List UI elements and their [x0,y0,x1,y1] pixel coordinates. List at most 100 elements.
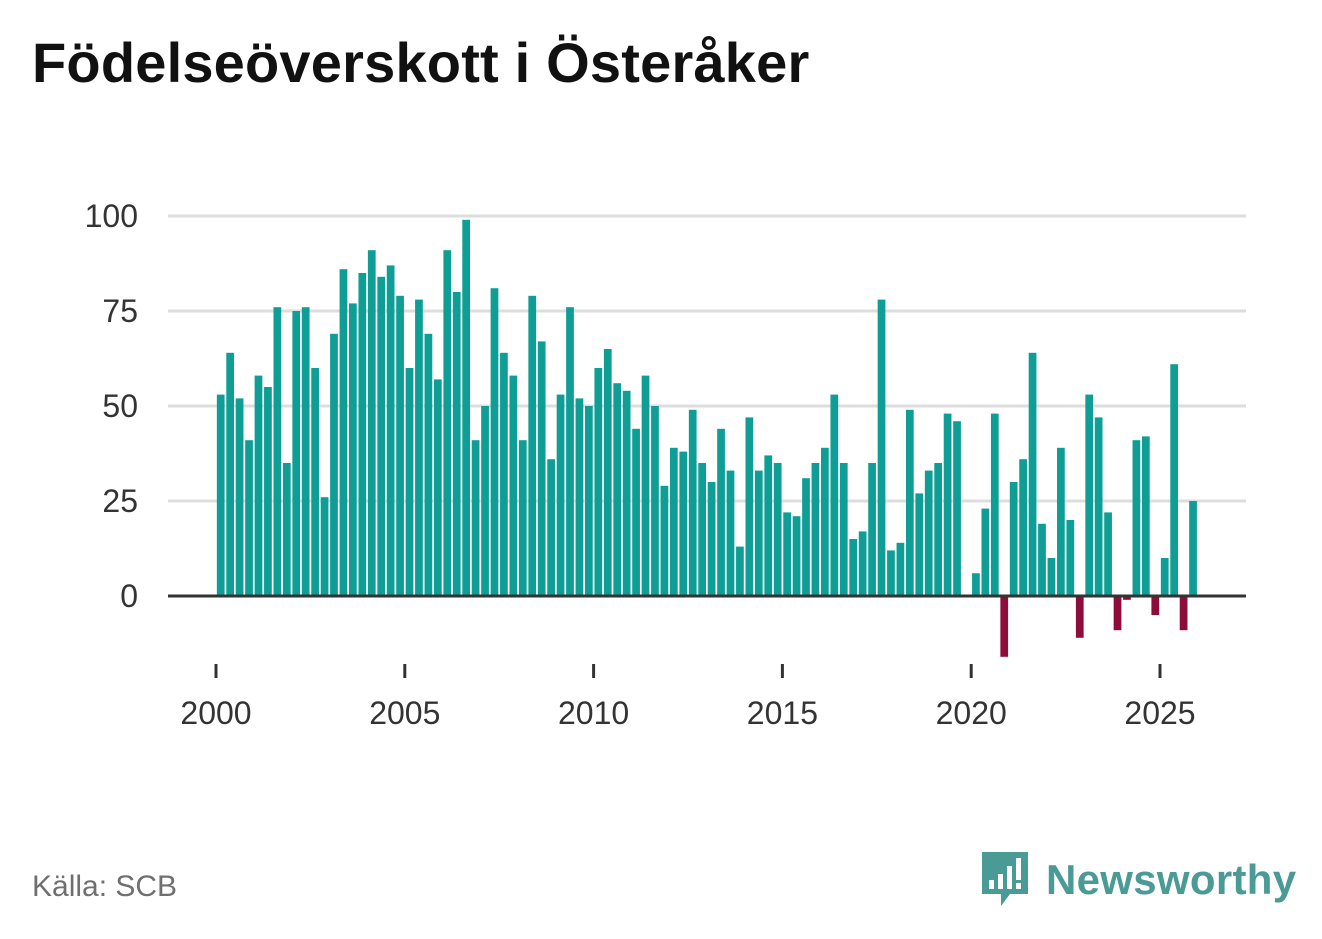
bar [943,413,952,596]
axes: 0 25 50 75 100 2000 2005 2010 2015 2020 2025 [85,198,1246,731]
brand-logo[interactable]: Newsworthy [980,850,1296,910]
bar [1160,558,1169,596]
bar [990,413,999,596]
x-tick-label: 2020 [936,695,1007,731]
bar [1075,596,1084,638]
bar [377,276,386,596]
bar [528,295,537,596]
bar [792,516,801,596]
bar [1038,523,1046,596]
y-tick-label: 0 [120,578,138,614]
bar [490,288,499,596]
bar [887,550,895,596]
bar [1057,447,1065,596]
bar [764,455,773,596]
bar [830,394,839,596]
x-tick-label: 2005 [369,695,440,731]
bar [433,379,442,596]
bar [688,409,697,596]
bar [264,387,272,596]
bar [953,421,961,596]
bar [537,341,546,596]
newsworthy-bar-chart-icon [982,852,1028,906]
bar [858,531,867,596]
bar [282,463,291,596]
bar [651,406,659,596]
bar [585,406,593,596]
bar [868,463,876,596]
bar [745,417,754,596]
bar [367,250,376,596]
bar [575,398,584,596]
bar [660,485,669,596]
gridlines [168,214,1246,503]
source-label: Källa: SCB [32,870,178,903]
bar [1104,512,1112,596]
bar [245,440,253,596]
bar [924,470,933,596]
bar [1151,596,1160,615]
y-tick-label: 50 [102,388,138,424]
bar [1066,520,1075,596]
bar [905,409,914,596]
bar [972,573,980,596]
bar [216,394,225,596]
bar [273,307,282,596]
bar-chart: 0 25 50 75 100 2000 2005 2010 2015 2020 2025 [85,198,1246,731]
bar [226,352,235,596]
bar [481,406,489,596]
bar [471,440,480,596]
bar [603,349,612,596]
bar [632,428,640,596]
bar [736,546,744,596]
bar [622,390,631,596]
bar [698,463,707,596]
bar [717,428,725,596]
bar [320,497,329,596]
bar [1179,596,1188,631]
bar [518,440,527,596]
bar [1000,596,1009,657]
chart-title: Födelseöverskott i Österåker [32,31,810,94]
bar [405,368,414,596]
bar [1028,352,1037,596]
x-tick-label: 2010 [558,695,629,731]
bar [452,292,461,596]
bar [594,368,603,596]
bar [1123,596,1131,600]
bar [1113,596,1122,631]
x-tick-label: 2000 [180,695,251,731]
bar [726,470,735,596]
bar [292,311,301,596]
bar [641,375,650,596]
bar [339,269,348,596]
bar [613,383,622,596]
bar [330,333,338,596]
bars [216,219,1197,657]
bar [849,539,858,596]
bar [396,295,404,596]
bar [556,394,565,596]
bar [1019,459,1027,596]
brand-name: Newsworthy [1046,856,1297,903]
bar [1189,501,1197,596]
bar [415,299,423,596]
x-tick-label: 2015 [747,695,818,731]
bar [1085,394,1094,596]
bar [821,447,829,596]
bar [443,250,452,596]
y-tick-label: 75 [102,293,138,329]
bar [424,333,433,596]
bar [915,493,924,596]
bar [254,375,263,596]
bar [500,352,508,596]
bar [358,273,367,596]
bar [1047,558,1056,596]
bar [783,512,791,596]
y-tick-label: 25 [102,483,138,519]
x-tick-label: 2025 [1124,695,1195,731]
bar [566,307,574,596]
bar [877,299,886,596]
bar [386,265,395,596]
bar [1132,440,1141,596]
